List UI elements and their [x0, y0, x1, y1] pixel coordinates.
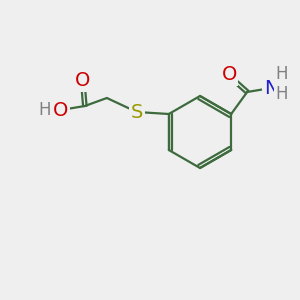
Text: S: S — [130, 103, 143, 122]
Text: O: O — [53, 100, 68, 119]
Text: H: H — [39, 101, 51, 119]
Text: O: O — [75, 71, 91, 91]
Text: H: H — [275, 65, 287, 83]
Text: O: O — [221, 65, 237, 85]
Text: N: N — [264, 79, 278, 98]
Text: H: H — [275, 85, 287, 103]
